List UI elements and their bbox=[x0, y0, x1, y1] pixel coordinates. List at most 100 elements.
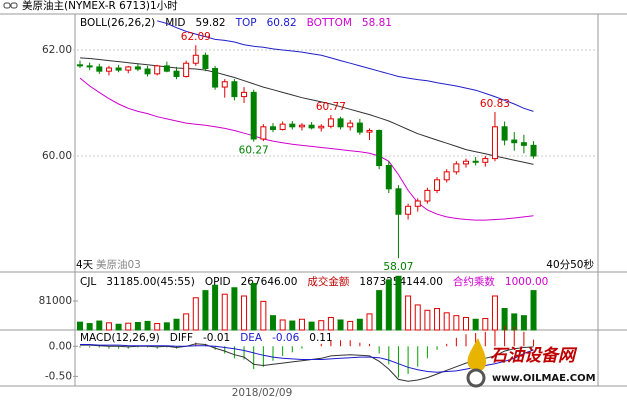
candle-body bbox=[241, 91, 248, 98]
indicator-line bbox=[157, 20, 534, 112]
volume-bar bbox=[154, 323, 161, 331]
legend-text: -0.01 bbox=[203, 332, 230, 344]
legend-text: TOP bbox=[235, 17, 257, 29]
candle-body bbox=[86, 65, 93, 68]
candle-body bbox=[212, 68, 219, 88]
candle-body bbox=[511, 139, 518, 144]
legend-text: 31185.00(45:55) bbox=[106, 276, 195, 288]
volume-bar bbox=[443, 312, 450, 331]
y-tick-label: 81000 bbox=[39, 295, 72, 307]
candle-body bbox=[530, 144, 537, 157]
volume-bar bbox=[530, 290, 537, 331]
legend-text: 合约乘数 bbox=[453, 275, 495, 288]
legend-text: DEA bbox=[240, 332, 263, 344]
volume-bar bbox=[241, 295, 248, 331]
volume-bar bbox=[482, 318, 489, 331]
volume-bar bbox=[183, 313, 190, 331]
volume-bar bbox=[221, 293, 228, 331]
legend-text: 59.82 bbox=[196, 17, 226, 29]
watermark: 石油设备网 www.OILMAE.COM bbox=[466, 338, 596, 388]
legend-text: CJL bbox=[80, 276, 96, 288]
candle-body bbox=[491, 126, 498, 160]
volume-bar bbox=[260, 300, 267, 331]
indicator-line bbox=[80, 344, 534, 373]
candle-body bbox=[308, 124, 315, 129]
candle-body bbox=[154, 65, 161, 75]
candle-body bbox=[356, 122, 363, 133]
candle-body bbox=[453, 163, 460, 173]
price-annotation: 60.77 bbox=[316, 101, 346, 113]
price-annotation: 60.27 bbox=[239, 145, 269, 157]
volume-bar bbox=[173, 318, 180, 331]
volume-bar bbox=[250, 282, 257, 331]
candle-body bbox=[463, 160, 469, 165]
volume-bar bbox=[192, 297, 199, 331]
legend-text: BOLL(26,26,2) bbox=[80, 17, 155, 29]
volume-bar bbox=[212, 284, 219, 331]
candle-body bbox=[385, 164, 392, 190]
candle-body bbox=[327, 118, 334, 127]
volume-bar bbox=[405, 295, 412, 331]
candle-body bbox=[376, 130, 383, 166]
candle-body bbox=[472, 160, 479, 163]
volume-bar bbox=[385, 279, 392, 331]
watermark-icon bbox=[467, 338, 486, 372]
candle-body bbox=[414, 200, 421, 207]
window-icon bbox=[3, 2, 18, 9]
candle-body bbox=[337, 118, 344, 128]
volume-bar bbox=[434, 308, 441, 331]
legend-text: 60.82 bbox=[267, 17, 297, 29]
legend-text: 58.81 bbox=[362, 17, 392, 29]
date-label: 2018/02/09 bbox=[232, 387, 293, 399]
volume-bar bbox=[86, 323, 93, 331]
candle-body bbox=[202, 54, 209, 70]
candle-body bbox=[144, 68, 151, 75]
volume-bar bbox=[279, 319, 286, 331]
legend-text: MACD(12,26,9) bbox=[80, 332, 160, 344]
y-tick-label: 60.00 bbox=[42, 150, 72, 162]
candle-body bbox=[424, 189, 431, 202]
candle-body bbox=[231, 81, 238, 98]
window-title: 美原油主(NYMEX-R 6713)1小时 bbox=[22, 0, 178, 12]
candle-body bbox=[183, 62, 190, 77]
volume-bar bbox=[520, 315, 527, 331]
period-label: 4天 bbox=[76, 259, 94, 271]
y-tick-label: 62.00 bbox=[42, 44, 72, 56]
candle-body bbox=[318, 125, 325, 129]
legend-text: 1000.00 bbox=[505, 276, 548, 288]
volume-bar bbox=[270, 315, 276, 331]
candle-body bbox=[501, 126, 508, 141]
volume-bar bbox=[298, 318, 305, 331]
candle-body bbox=[347, 122, 354, 128]
volume-bar bbox=[105, 322, 112, 331]
legend-text: DIFF bbox=[170, 332, 193, 344]
candle-body bbox=[115, 67, 122, 71]
volume-bar bbox=[125, 322, 132, 331]
volume-bar bbox=[366, 313, 373, 331]
indicator-line bbox=[80, 343, 534, 382]
countdown-label: 40分50秒 bbox=[546, 258, 594, 271]
candle-body bbox=[289, 123, 296, 128]
volume-bar bbox=[163, 322, 170, 331]
volume-bar bbox=[453, 315, 460, 331]
candle-body bbox=[96, 66, 103, 72]
candle-body bbox=[298, 124, 305, 128]
candle-body bbox=[520, 142, 527, 146]
legend-text: 成交金额 bbox=[307, 275, 349, 288]
candle-body bbox=[260, 126, 267, 140]
price-annotation: 60.83 bbox=[480, 98, 510, 110]
legend-text: 0.11 bbox=[309, 332, 332, 344]
indicator-line bbox=[79, 77, 534, 221]
candle-body bbox=[192, 54, 199, 64]
candle-body bbox=[395, 188, 402, 215]
volume-bar bbox=[318, 320, 325, 331]
watermark-title: 石油设备网 bbox=[490, 346, 578, 366]
y-tick-label: -0.50 bbox=[45, 370, 72, 382]
price-annotation: 58.07 bbox=[383, 261, 413, 273]
candle-body bbox=[105, 67, 112, 72]
candle-body bbox=[173, 70, 180, 77]
volume-bar bbox=[337, 319, 344, 331]
candle-body bbox=[443, 171, 450, 181]
